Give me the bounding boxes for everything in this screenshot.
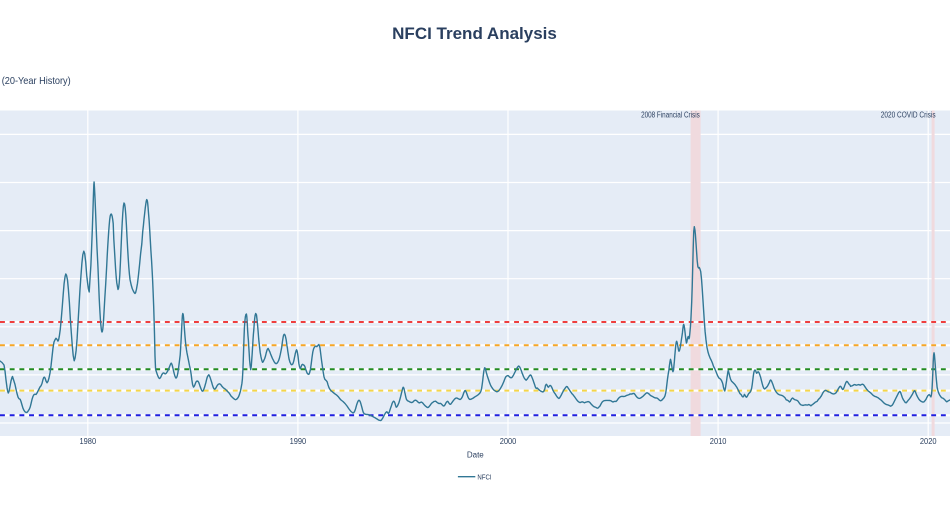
svg-text:(20-Year History): (20-Year History) xyxy=(2,76,71,87)
svg-text:NFCI: NFCI xyxy=(477,474,491,481)
svg-text:2020: 2020 xyxy=(920,437,937,446)
svg-text:Date: Date xyxy=(467,451,484,460)
svg-text:2010: 2010 xyxy=(710,437,727,446)
svg-text:1990: 1990 xyxy=(290,437,307,446)
svg-text:2008 Financial Crisis: 2008 Financial Crisis xyxy=(641,111,700,120)
svg-text:1980: 1980 xyxy=(80,437,97,446)
svg-text:2000: 2000 xyxy=(500,437,517,446)
svg-text:NFCI Trend Analysis: NFCI Trend Analysis xyxy=(392,24,557,43)
svg-text:2020 COVID Crisis: 2020 COVID Crisis xyxy=(881,111,936,120)
